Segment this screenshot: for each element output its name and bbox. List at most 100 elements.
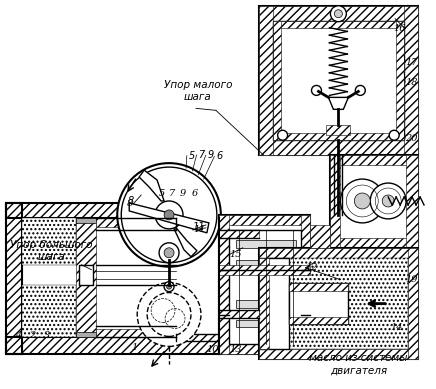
- Polygon shape: [219, 215, 310, 354]
- Circle shape: [330, 6, 346, 22]
- Polygon shape: [6, 203, 219, 218]
- Polygon shape: [406, 155, 418, 248]
- Polygon shape: [79, 265, 93, 285]
- Circle shape: [159, 243, 179, 263]
- Polygon shape: [96, 218, 176, 227]
- Circle shape: [278, 130, 288, 140]
- Polygon shape: [7, 335, 219, 354]
- Polygon shape: [272, 133, 404, 140]
- Text: Упор большого: Упор большого: [10, 240, 93, 250]
- Circle shape: [341, 179, 384, 223]
- Polygon shape: [330, 155, 341, 248]
- Circle shape: [167, 284, 171, 289]
- Polygon shape: [272, 21, 404, 28]
- Text: 15: 15: [229, 250, 241, 259]
- Circle shape: [164, 210, 174, 220]
- Text: 4: 4: [15, 331, 21, 340]
- Text: Упор малого: Упор малого: [164, 81, 232, 90]
- Polygon shape: [22, 285, 76, 337]
- Polygon shape: [330, 155, 418, 165]
- Text: шага: шага: [37, 252, 65, 262]
- Polygon shape: [96, 329, 176, 337]
- Polygon shape: [289, 283, 348, 324]
- Polygon shape: [219, 344, 310, 354]
- Text: масло из системы: масло из системы: [309, 353, 408, 363]
- Circle shape: [164, 282, 174, 292]
- Text: 5: 5: [159, 189, 165, 198]
- Circle shape: [354, 193, 370, 209]
- Polygon shape: [236, 300, 296, 308]
- Polygon shape: [176, 218, 219, 230]
- Polygon shape: [174, 229, 197, 257]
- Circle shape: [155, 201, 183, 229]
- Polygon shape: [310, 225, 330, 248]
- Polygon shape: [219, 230, 259, 238]
- Polygon shape: [236, 260, 296, 268]
- Polygon shape: [7, 205, 24, 342]
- Text: 12: 12: [306, 263, 318, 272]
- Polygon shape: [219, 215, 229, 354]
- Polygon shape: [219, 310, 259, 317]
- Polygon shape: [7, 205, 219, 230]
- Polygon shape: [330, 155, 418, 248]
- Text: 14: 14: [390, 323, 403, 332]
- Circle shape: [355, 86, 365, 95]
- Text: 6: 6: [216, 151, 223, 161]
- Circle shape: [389, 130, 399, 140]
- Circle shape: [370, 183, 406, 219]
- Text: 11: 11: [193, 225, 205, 234]
- Polygon shape: [269, 258, 408, 349]
- Polygon shape: [176, 335, 219, 342]
- Polygon shape: [229, 230, 300, 344]
- Text: 8: 8: [127, 196, 133, 206]
- Text: 7: 7: [169, 189, 175, 198]
- Polygon shape: [259, 140, 418, 155]
- Polygon shape: [259, 258, 269, 349]
- Circle shape: [137, 283, 201, 346]
- Polygon shape: [330, 238, 418, 248]
- Text: 20: 20: [405, 134, 418, 143]
- Text: двигателя: двигателя: [330, 365, 387, 375]
- Text: 10: 10: [206, 345, 218, 354]
- Text: 6: 6: [192, 189, 198, 198]
- Text: 13: 13: [229, 345, 241, 354]
- Text: 16: 16: [393, 24, 405, 33]
- Text: 7: 7: [198, 150, 205, 160]
- Polygon shape: [7, 205, 219, 218]
- Text: 1: 1: [131, 343, 137, 352]
- Polygon shape: [259, 248, 418, 258]
- Polygon shape: [404, 6, 418, 155]
- Polygon shape: [6, 203, 22, 354]
- Polygon shape: [236, 319, 296, 328]
- Text: 8: 8: [127, 200, 133, 209]
- Polygon shape: [6, 337, 219, 354]
- Text: 2: 2: [29, 331, 35, 340]
- Text: шага: шага: [184, 92, 212, 102]
- Text: 18: 18: [405, 78, 418, 87]
- Text: 3: 3: [44, 331, 50, 340]
- Circle shape: [164, 248, 174, 258]
- Text: 17: 17: [405, 58, 418, 67]
- Polygon shape: [408, 248, 418, 359]
- Polygon shape: [219, 215, 310, 225]
- Polygon shape: [129, 203, 209, 233]
- Circle shape: [382, 195, 394, 207]
- Polygon shape: [236, 240, 296, 248]
- Polygon shape: [289, 283, 348, 291]
- Polygon shape: [76, 218, 96, 223]
- Polygon shape: [328, 97, 348, 109]
- Polygon shape: [259, 258, 289, 349]
- Polygon shape: [76, 218, 96, 337]
- Circle shape: [147, 293, 191, 336]
- Polygon shape: [76, 333, 96, 337]
- Circle shape: [117, 163, 221, 267]
- Polygon shape: [289, 317, 348, 324]
- Polygon shape: [259, 6, 272, 155]
- Polygon shape: [327, 125, 351, 135]
- Text: 9: 9: [208, 150, 214, 160]
- Polygon shape: [22, 218, 76, 265]
- Text: 11: 11: [193, 222, 205, 232]
- Polygon shape: [259, 248, 418, 359]
- Polygon shape: [7, 205, 24, 342]
- Polygon shape: [7, 205, 24, 342]
